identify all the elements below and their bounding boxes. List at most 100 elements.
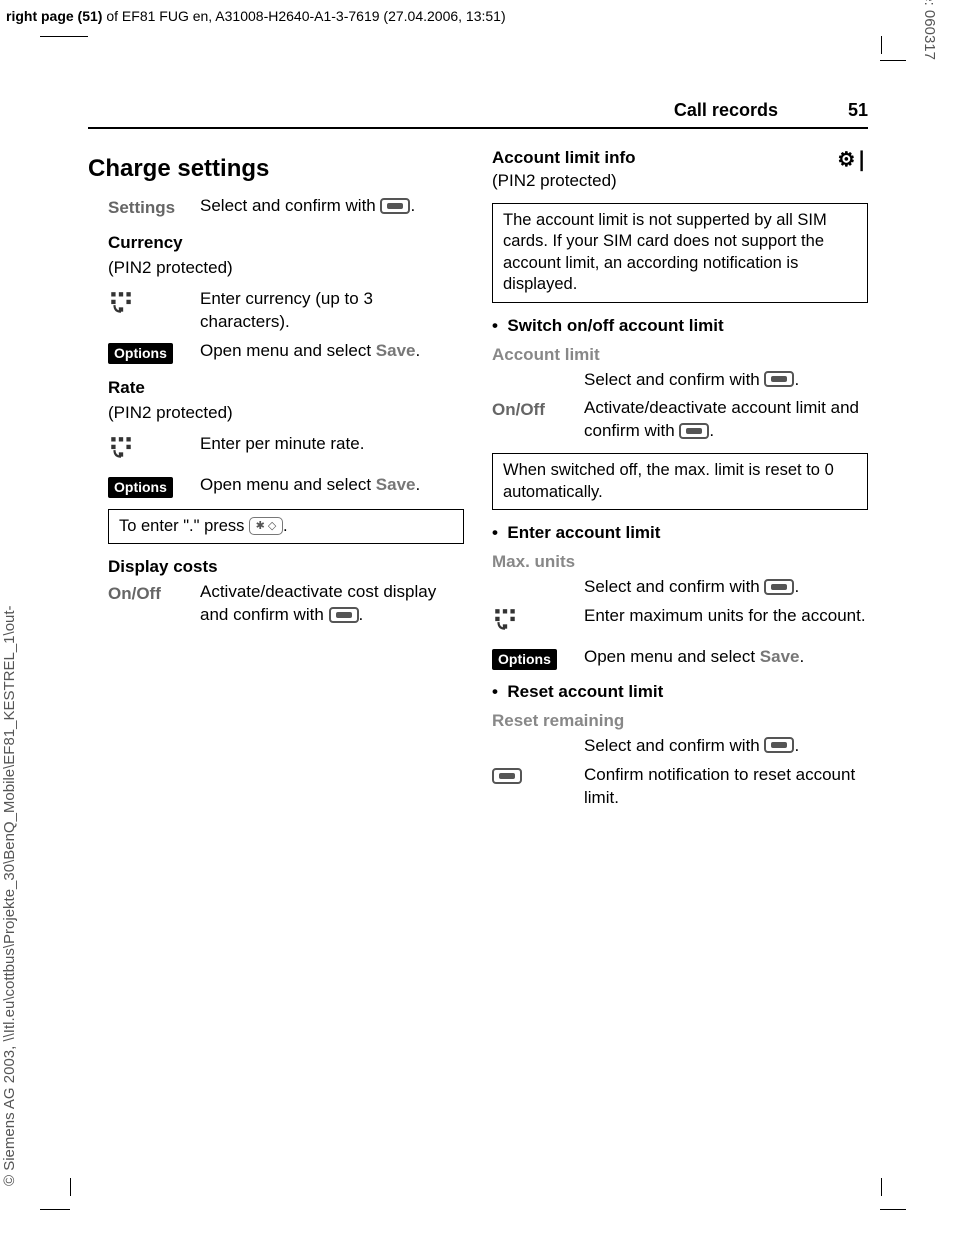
max-units-label: Max. units (492, 551, 868, 574)
empty-label (492, 735, 584, 758)
settings-desc-dot: . (410, 196, 415, 215)
acc-limit-a: Select and confirm with (584, 370, 764, 389)
page-number: 51 (848, 100, 868, 121)
currency-options-b: . (415, 341, 420, 360)
options-pill: Options (108, 477, 173, 498)
switched-off-note: When switched off, the max. limit is res… (492, 453, 868, 510)
currency-enter-desc: Enter currency (up to 3 characters). (200, 288, 464, 334)
currency-pin: (PIN2 protected) (108, 257, 464, 280)
reset-account-limit-heading: Reset account limit (492, 681, 868, 704)
options-softkey: Options (108, 474, 200, 499)
confirm-key-icon (764, 737, 794, 753)
settings-desc-text: Select and confirm with (200, 196, 380, 215)
reset-select-row: Select and confirm with . (492, 735, 868, 758)
account-limit-heading: Account limit info (492, 147, 636, 170)
rate-heading: Rate (108, 377, 464, 400)
settings-desc: Select and confirm with . (200, 195, 464, 220)
confirm-key-label (492, 764, 584, 810)
max-opt-b: . (799, 647, 804, 666)
keypad-icon (108, 288, 200, 334)
max-units-enter-desc: Enter maximum units for the account. (584, 605, 868, 640)
account-limit-label: Account limit (492, 344, 868, 367)
onoff-label: On/Off (492, 397, 584, 443)
currency-options-row: Options Open menu and select Save. (108, 340, 464, 365)
right-column: Account limit info (PIN2 protected) ⚙❘ T… (492, 147, 868, 816)
empty-label (492, 576, 584, 599)
account-limit-desc: Select and confirm with . (584, 369, 868, 392)
onoff-row: On/Off Activate/deactivate account limit… (492, 397, 868, 443)
max-units-options-desc: Open menu and select Save. (584, 646, 868, 671)
header-rest: of EF81 FUG en, A31008-H2640-A1-3-7619 (… (102, 8, 505, 24)
settings-label: Settings (108, 195, 200, 220)
left-column: Charge settings Settings Select and conf… (88, 147, 464, 816)
max-b: . (794, 577, 799, 596)
running-head: Call records 51 (88, 100, 868, 129)
max-a: Select and confirm with (584, 577, 764, 596)
confirm-key-icon (764, 371, 794, 387)
rate-options-b: . (415, 475, 420, 494)
display-costs-desc: Activate/deactivate cost display and con… (200, 581, 464, 627)
onoff-b: . (709, 421, 714, 440)
currency-options-desc: Open menu and select Save. (200, 340, 464, 365)
onoff-a: Activate/deactivate account limit and co… (584, 398, 859, 440)
rate-options-a: Open menu and select (200, 475, 376, 494)
star-key-icon: ✱ ◇ (249, 517, 283, 535)
enter-account-limit-heading: Enter account limit (492, 522, 868, 545)
crop-mark (70, 36, 88, 54)
dot-note-box: To enter "." press ✱ ◇. (108, 509, 464, 544)
rate-options-row: Options Open menu and select Save. (108, 474, 464, 499)
currency-enter-row: Enter currency (up to 3 characters). (108, 288, 464, 334)
keypad-icon (492, 605, 584, 640)
reset-b: . (794, 736, 799, 755)
crop-mark (70, 1178, 71, 1196)
reset-a: Select and confirm with (584, 736, 764, 755)
acc-limit-b: . (794, 370, 799, 389)
display-costs-a: Activate/deactivate cost display and con… (200, 582, 436, 624)
currency-heading: Currency (108, 232, 464, 255)
currency-options-a: Open menu and select (200, 341, 376, 360)
confirm-key-icon (492, 768, 522, 784)
rate-enter-row: Enter per minute rate. (108, 433, 464, 468)
save-word: Save (376, 341, 416, 360)
reset-remaining-label: Reset remaining (492, 710, 868, 733)
options-softkey: Options (108, 340, 200, 365)
options-pill: Options (108, 343, 173, 364)
options-softkey: Options (492, 646, 584, 671)
max-units-enter-row: Enter maximum units for the account. (492, 605, 868, 640)
max-units-select-row: Select and confirm with . (492, 576, 868, 599)
confirm-key-icon (329, 607, 359, 623)
left-margin-path: © Siemens AG 2003, \\Itl.eu\cottbus\Proj… (1, 605, 18, 1186)
confirm-key-icon (764, 579, 794, 595)
max-opt-a: Open menu and select (584, 647, 760, 666)
header-bold: right page (51) (6, 8, 102, 24)
switch-account-limit-heading: Switch on/off account limit (492, 315, 868, 338)
save-word: Save (376, 475, 416, 494)
confirm-key-icon (380, 198, 410, 214)
dot-note-b: . (283, 517, 288, 535)
keypad-icon (108, 433, 200, 468)
empty-label (492, 369, 584, 392)
save-word: Save (760, 647, 800, 666)
charge-settings-heading: Charge settings (88, 153, 464, 185)
crop-mark (40, 36, 70, 37)
display-costs-b: . (359, 605, 364, 624)
onoff-label: On/Off (108, 581, 200, 627)
max-units-select-desc: Select and confirm with . (584, 576, 868, 599)
provider-icon: ⚙❘ (837, 147, 868, 174)
rate-enter-desc: Enter per minute rate. (200, 433, 464, 468)
display-costs-heading: Display costs (108, 556, 464, 579)
reset-confirm-row: Confirm notification to reset account li… (492, 764, 868, 810)
page-body: Call records 51 Charge settings Settings… (88, 100, 868, 816)
options-pill: Options (492, 649, 557, 670)
reset-select-desc: Select and confirm with . (584, 735, 868, 758)
rate-options-desc: Open menu and select Save. (200, 474, 464, 499)
print-header: right page (51) of EF81 FUG en, A31008-H… (6, 8, 506, 24)
settings-row: Settings Select and confirm with . (108, 195, 464, 220)
dot-note-a: To enter "." press (119, 517, 249, 535)
crop-mark (880, 1209, 906, 1210)
crop-mark (40, 1209, 70, 1210)
crop-mark (881, 1178, 882, 1196)
display-costs-row: On/Off Activate/deactivate cost display … (108, 581, 464, 627)
crop-mark (880, 60, 906, 61)
crop-mark (881, 36, 882, 54)
